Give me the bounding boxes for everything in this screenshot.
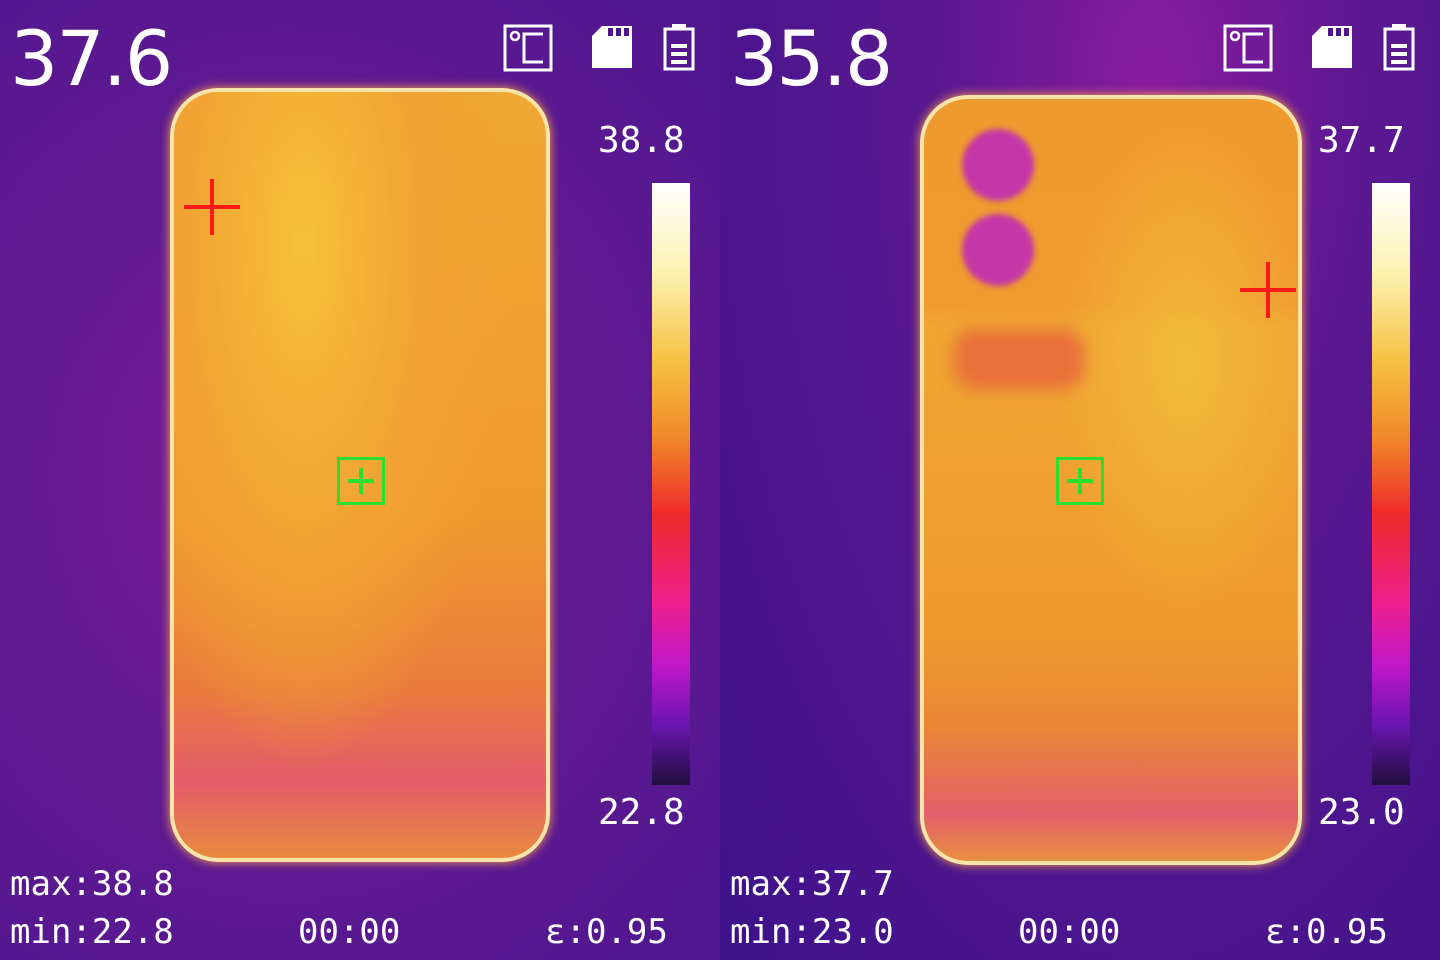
scale-min: 22.8: [598, 792, 685, 833]
center-focus-box-icon: [1056, 457, 1104, 505]
celsius-unit-icon: [1223, 24, 1273, 72]
timer: 00:00: [298, 912, 401, 952]
color-scale-bar: [1372, 183, 1410, 785]
color-scale-bar: [652, 183, 690, 785]
celsius-unit-icon: [503, 24, 553, 72]
hotspot-crosshair-icon: [184, 179, 240, 235]
battery-icon: [663, 24, 695, 71]
min-temperature: min:23.0: [730, 912, 894, 952]
center-temperature: 35.8: [730, 14, 893, 103]
thermal-panel-right: 35.8 37.7 23.0 max:37.7 min:23.0 00:00 ε…: [720, 0, 1440, 960]
min-temperature: min:22.8: [10, 912, 174, 952]
max-temperature: max:37.7: [730, 864, 894, 904]
center-focus-box-icon: [337, 457, 385, 505]
max-temperature: max:38.8: [10, 864, 174, 904]
scale-max: 38.8: [598, 120, 685, 161]
hotspot-crosshair-icon: [1240, 262, 1296, 318]
sd-card-icon: [1312, 26, 1352, 68]
scale-min: 23.0: [1318, 792, 1405, 833]
sd-card-icon: [592, 26, 632, 68]
thermal-panel-left: 37.6 38.8 22.8 max:38.8 min:22.8 00:00 ε…: [0, 0, 720, 960]
center-temperature: 37.6: [10, 14, 173, 103]
phone-thermal-image: [920, 95, 1302, 865]
battery-icon: [1383, 24, 1415, 71]
emissivity: ε:0.95: [1265, 912, 1388, 952]
scale-max: 37.7: [1318, 120, 1405, 161]
emissivity: ε:0.95: [545, 912, 668, 952]
timer: 00:00: [1018, 912, 1121, 952]
